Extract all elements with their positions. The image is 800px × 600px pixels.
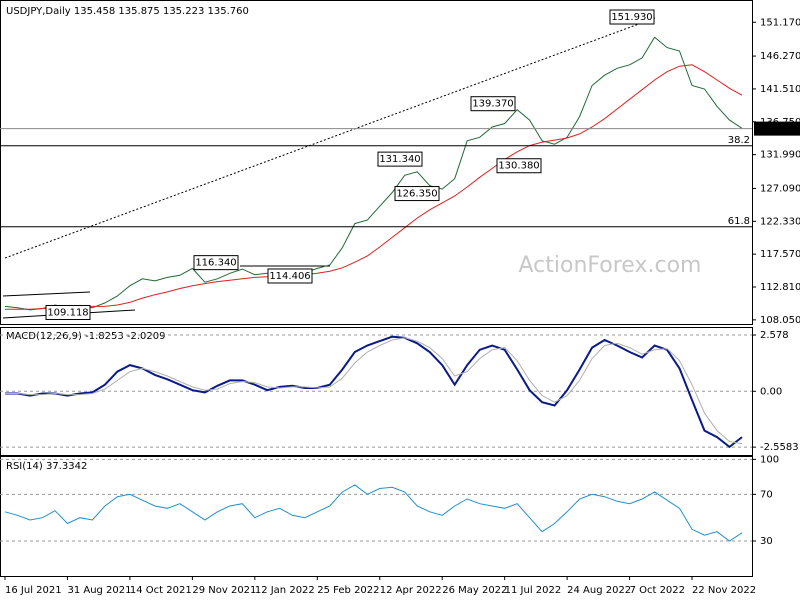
annotation-box [496, 158, 542, 174]
last-price-box [754, 121, 800, 136]
y-tick-label: 70 [760, 489, 773, 500]
fib-label: 38.2 [728, 135, 750, 146]
price-panel [0, 0, 753, 325]
x-tick-label: 22 Nov 2022 [692, 585, 756, 596]
x-tick-label: 12 Jan 2022 [255, 585, 315, 596]
y-tick-label: 131.990 [760, 150, 800, 161]
y-tick-label: 151.170 [760, 17, 800, 28]
annotation-label: 116.340 [195, 258, 236, 269]
annotation-label: 139.370 [472, 99, 513, 110]
y-tick-label: 122.330 [760, 216, 800, 227]
trendline [4, 17, 656, 259]
y-tick-label: 127.090 [760, 183, 800, 194]
channel-line [2, 291, 91, 297]
y-tick-label: 117.570 [760, 249, 800, 260]
annotation-label: 130.380 [498, 161, 539, 172]
watermark: ActionForex.com [519, 253, 702, 278]
y-tick-label: 0.00 [760, 386, 782, 397]
price-title: USDJPY,Daily 135.458 135.875 135.223 135… [6, 6, 249, 17]
x-tick-label: 7 Oct 2022 [630, 585, 685, 596]
y-tick-label: 30 [760, 536, 773, 547]
x-tick-label: 24 Aug 2022 [567, 585, 631, 596]
y-tick-label: 141.510 [760, 84, 800, 95]
annotation-label: 109.118 [47, 307, 88, 318]
annotation-box [609, 9, 655, 25]
annotation-label: 151.930 [611, 12, 652, 23]
annotation-label: 114.406 [269, 271, 310, 282]
series-line [5, 337, 743, 445]
rsi-panel [0, 456, 753, 577]
annotation-box [45, 304, 91, 320]
y-tick-label: 146.270 [760, 51, 800, 62]
x-tick-label: 26 May 2022 [442, 585, 507, 596]
last-price-label: 135.760 [757, 124, 798, 135]
x-tick-label: 12 Apr 2022 [380, 585, 442, 596]
annotation-box [193, 255, 239, 271]
x-tick-label: 25 Feb 2022 [317, 585, 379, 596]
annotation-label: 126.350 [396, 189, 437, 200]
fib-label: 61.8 [728, 216, 750, 227]
y-tick-label: -2.5583 [760, 442, 799, 453]
annotation-box [394, 186, 440, 202]
annotation-label: 131.340 [379, 154, 420, 165]
annotation-box [470, 96, 516, 112]
series-line [4, 36, 743, 311]
x-tick-label: 14 Oct 2021 [130, 585, 192, 596]
series-line [4, 484, 743, 542]
y-tick-label: 108.050 [760, 315, 800, 326]
macd-title: MACD(12,26,9) -1.8253 -2.0209 [6, 331, 166, 342]
y-tick-label: 100 [760, 454, 779, 465]
y-tick-label: 2.578 [760, 330, 789, 341]
x-tick-label: 11 Jul 2022 [505, 585, 562, 596]
annotation-box [377, 151, 423, 167]
y-tick-label: 112.810 [760, 282, 800, 293]
series-line [5, 64, 743, 310]
x-tick-label: 29 Nov 2021 [192, 585, 256, 596]
annotation-box [267, 268, 313, 284]
series-line [5, 335, 743, 449]
rsi-title: RSI(14) 37.3342 [6, 461, 87, 472]
x-tick-label: 31 Aug 2021 [67, 585, 131, 596]
x-tick-label: 16 Jul 2021 [5, 585, 62, 596]
